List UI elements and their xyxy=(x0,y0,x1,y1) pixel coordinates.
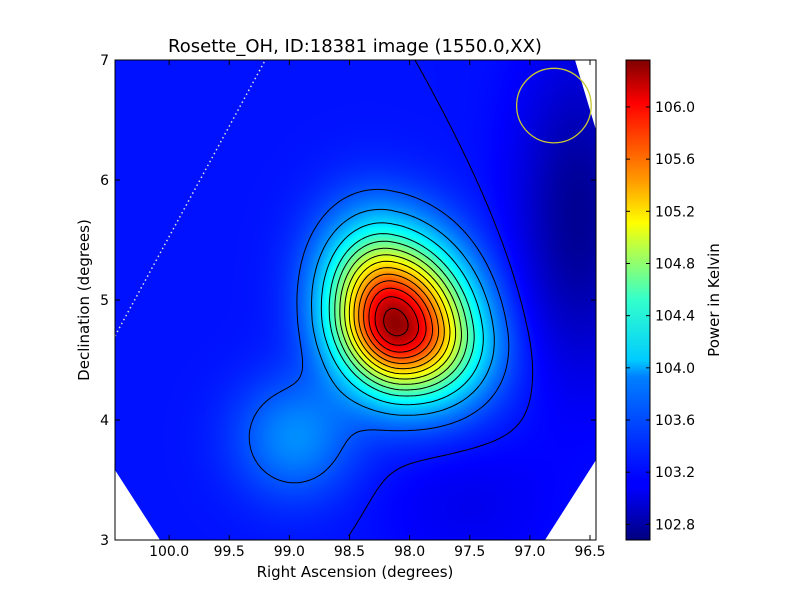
x-tick-label: 98.5 xyxy=(334,544,365,560)
colorbar-tick-label: 105.6 xyxy=(655,152,695,168)
contour-line xyxy=(311,208,495,416)
y-axis-label: Declination (degrees) xyxy=(75,219,93,381)
y-tick-label: 3 xyxy=(100,533,109,549)
x-tick-label: 99.5 xyxy=(214,544,245,560)
contour-line xyxy=(348,260,451,375)
x-axis-ticks: 100.0 99.5 99.0 98.5 98.0 97.5 97.0 96.5 xyxy=(149,60,606,560)
y-tick-label: 6 xyxy=(100,173,109,189)
colorbar-tick-label: 104.8 xyxy=(655,256,695,272)
colorbar-tick-label: 105.2 xyxy=(655,204,695,220)
colorbar-label: Power in Kelvin xyxy=(705,243,723,357)
contour-line xyxy=(368,287,427,353)
contour-line xyxy=(328,233,475,397)
colorbar-tick-label: 106.0 xyxy=(655,100,695,116)
contour-line xyxy=(383,307,409,337)
dotted-reference-line xyxy=(115,60,266,337)
x-tick-label: 96.5 xyxy=(574,544,605,560)
colorbar-tick-label: 102.8 xyxy=(655,517,695,533)
x-axis-label: Right Ascension (degrees) xyxy=(257,563,454,581)
colorbar-tick-label: 103.6 xyxy=(655,413,695,429)
contour-line xyxy=(248,188,510,484)
colorbar-ticks: 102.8 103.2 103.6 104.0 104.4 104.8 105.2 105.6… xyxy=(626,100,695,533)
contour-line xyxy=(358,273,440,364)
colorbar xyxy=(625,59,651,541)
contour-line xyxy=(344,254,457,380)
x-tick-label: 98.0 xyxy=(394,544,425,560)
contour-line xyxy=(363,280,434,359)
y-tick-label: 7 xyxy=(100,53,109,69)
contour-line xyxy=(353,267,445,370)
contour-line xyxy=(339,247,462,385)
x-tick-label: 97.5 xyxy=(454,544,485,560)
x-tick-label: 97.0 xyxy=(514,544,545,560)
colorbar-tick-label: 103.2 xyxy=(655,465,695,481)
colorbar-tick-label: 104.4 xyxy=(655,309,695,325)
y-axis-ticks: 3 4 5 6 7 xyxy=(100,53,596,549)
y-tick-label: 5 xyxy=(100,293,109,309)
contour-line xyxy=(348,60,534,537)
contour-line xyxy=(320,222,484,406)
contour-lines xyxy=(248,60,534,537)
beam-circle xyxy=(515,67,592,144)
colorbar-tick-label: 104.0 xyxy=(655,361,695,377)
contour-line xyxy=(374,296,420,346)
contour-line xyxy=(334,240,469,391)
y-tick-label: 4 xyxy=(100,413,109,429)
x-tick-label: 100.0 xyxy=(149,544,189,560)
x-tick-label: 99.0 xyxy=(274,544,305,560)
chart-title: Rosette_OH, ID:18381 image (1550.0,XX) xyxy=(168,36,542,57)
